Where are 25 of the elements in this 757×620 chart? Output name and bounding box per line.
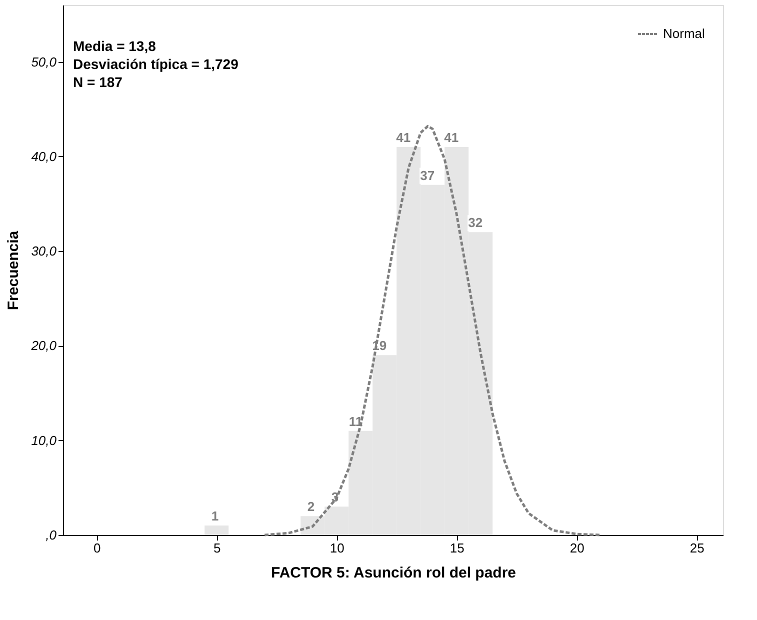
x-tick-label: 25 xyxy=(690,540,704,556)
data-label: 32 xyxy=(468,215,483,230)
y-axis-title: Frecuencia xyxy=(5,230,22,310)
y-tick-label: 30,0 xyxy=(31,244,58,259)
data-label: 41 xyxy=(396,130,411,145)
annotation: Media = 13,8 xyxy=(73,38,156,54)
x-axis-title: FACTOR 5: Asunción rol del padre xyxy=(270,564,516,582)
y-tick-label: 40,0 xyxy=(31,148,58,164)
data-label: 41 xyxy=(444,130,459,145)
x-tick-label: 0 xyxy=(93,540,101,556)
x-tick-label: 20 xyxy=(570,540,584,556)
annotation: Desviación típica = 1,729 xyxy=(73,56,239,72)
annotation: N = 187 xyxy=(73,74,123,90)
data-label: 2 xyxy=(307,499,315,514)
y-tick-label: ,0 xyxy=(46,528,58,542)
legend-label: Normal xyxy=(663,26,706,41)
x-tick-label: 5 xyxy=(213,540,221,556)
x-tick-label: 15 xyxy=(450,540,464,556)
line-series xyxy=(263,124,602,536)
data-label: 1 xyxy=(211,508,219,524)
data-label: 37 xyxy=(420,168,435,183)
x-tick-label: 10 xyxy=(330,540,344,556)
y-tick-label: 50,0 xyxy=(31,54,58,70)
y-tick-label: 20,0 xyxy=(30,338,58,354)
y-tick-label: 10,0 xyxy=(31,432,58,448)
